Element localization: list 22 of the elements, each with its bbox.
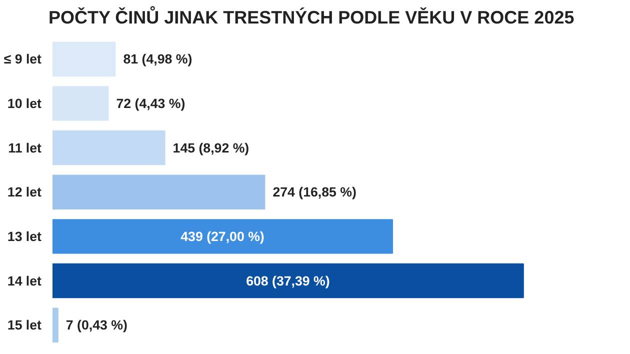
bar bbox=[52, 219, 394, 254]
chart-title: POČTY ČINŮ JINAK TRESTNÝCH PODLE VĚKU V ROCE 2025 bbox=[48, 6, 574, 28]
data-label: 7 (0,43 %) bbox=[66, 318, 128, 333]
bar bbox=[52, 130, 166, 166]
bar bbox=[52, 42, 116, 76]
y-tick-label: 10 let bbox=[7, 96, 42, 111]
bar bbox=[52, 308, 58, 342]
y-tick-label: ≤ 9 let bbox=[4, 52, 42, 67]
data-label: 72 (4,43 %) bbox=[116, 96, 186, 111]
bar bbox=[52, 174, 266, 210]
bar bbox=[52, 86, 109, 121]
data-label: 274 (16,85 %) bbox=[272, 184, 356, 200]
data-label: 145 (8,92 %) bbox=[172, 140, 250, 156]
y-tick-label: 13 let bbox=[7, 228, 42, 244]
y-tick-label: 11 let bbox=[8, 140, 42, 156]
y-tick-label: 14 let bbox=[7, 273, 42, 288]
y-tick-label: 15 let bbox=[7, 318, 42, 333]
data-label: 81 (4,98 %) bbox=[123, 52, 192, 67]
y-tick-label: 12 let bbox=[7, 184, 42, 200]
data-label: 439 (27,00 %) bbox=[180, 228, 264, 244]
bar bbox=[52, 263, 524, 298]
data-label: 608 (37,39 %) bbox=[246, 273, 330, 288]
